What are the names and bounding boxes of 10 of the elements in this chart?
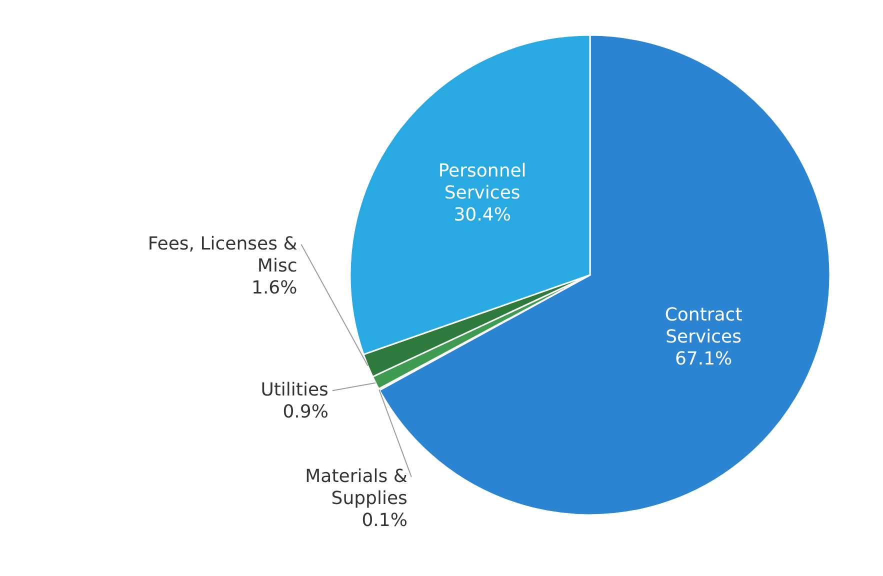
data-label: 30.4%	[454, 204, 511, 226]
slice-label: Personnel Services	[438, 160, 526, 204]
slice-label: Utilities	[260, 380, 328, 401]
slice-label: Materials & Supplies	[305, 466, 408, 509]
data-label: 0.1%	[362, 510, 408, 531]
slice-label: Fees, Licenses & Misc	[148, 233, 298, 276]
slice-label: Contract Services	[664, 304, 742, 348]
data-label: 0.9%	[282, 402, 328, 423]
data-label: 67.1%	[674, 348, 732, 370]
data-label: 1.6%	[251, 277, 298, 298]
